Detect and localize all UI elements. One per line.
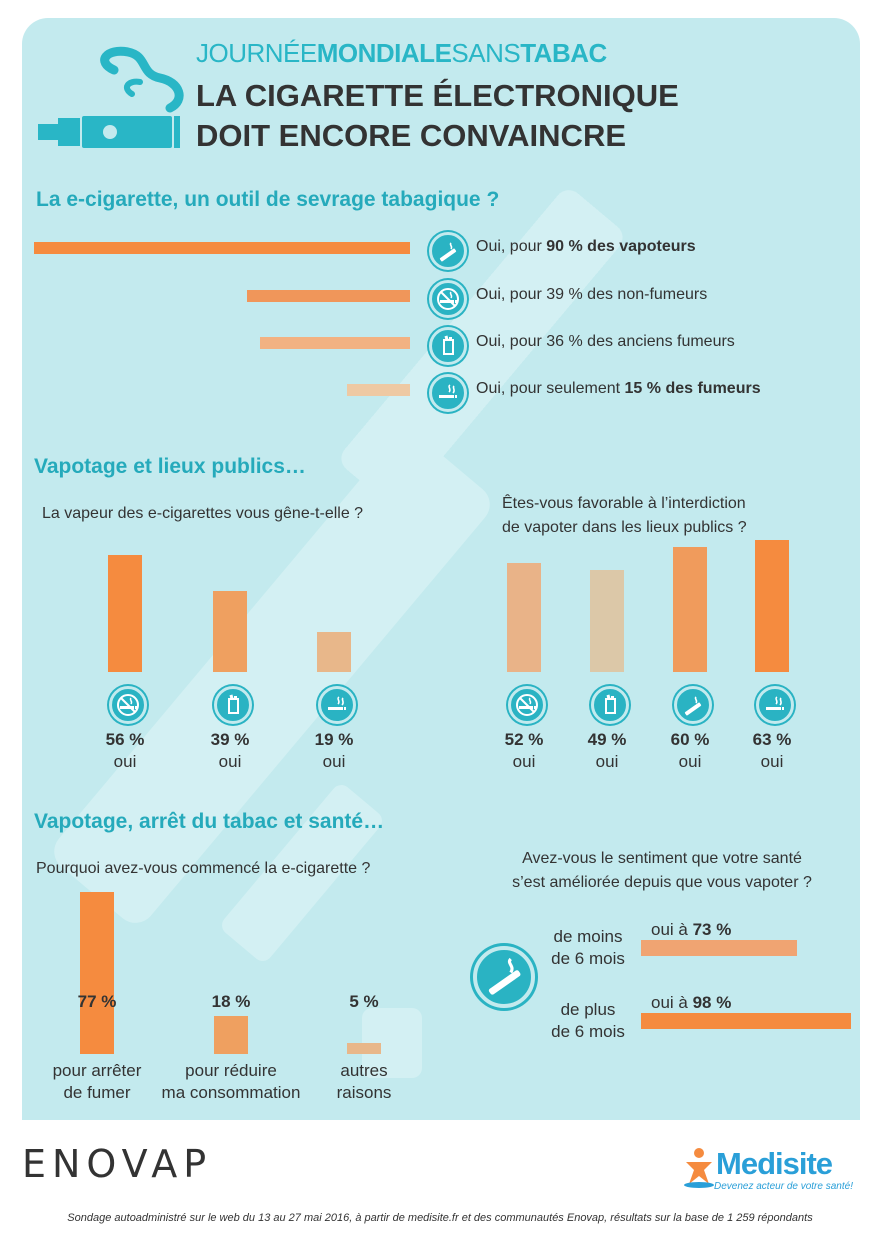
health-period-label: de moins de 6 mois [551, 927, 625, 968]
sevrage-bar [259, 337, 410, 349]
reason-percent: 18 % [211, 992, 251, 1011]
interdiction-bar [755, 540, 789, 672]
interdiction-bar [507, 563, 541, 672]
sevrage-bar [347, 384, 410, 396]
gene-bar [317, 632, 351, 672]
health-value: oui à 98 % [651, 993, 732, 1012]
gene-percent: 39 % [210, 730, 250, 749]
reason-percent: 77 % [77, 992, 117, 1011]
gene-bar [213, 590, 247, 672]
health-bar [641, 940, 798, 956]
reason-caption: pour arrêter de fumer [52, 1061, 142, 1102]
no-smoking-icon [429, 280, 467, 318]
e-cigarette-logo-icon [38, 46, 184, 148]
reason-percent: 5 % [349, 992, 379, 1011]
sevrage-label: Oui, pour 39 % des non-fumeurs [476, 286, 708, 303]
reason-caption: pour réduire ma consommation [161, 1061, 301, 1102]
reason-bar [214, 1016, 248, 1054]
enovap-logo: ENOVAP [22, 1142, 213, 1186]
section3-question-left: Pourquoi avez-vous commencé la e-cigaret… [36, 860, 371, 877]
health-value: oui à 73 % [651, 920, 732, 939]
section3-title: Vapotage, arrêt du tabac et santé… [34, 810, 385, 833]
interdiction-bar [673, 546, 707, 672]
section1-title: La e-cigarette, un outil de sevrage taba… [36, 188, 500, 211]
sevrage-label: Oui, pour 90 % des vapoteurs [476, 238, 696, 255]
no-smoking-icon [508, 686, 546, 724]
smoking-icon [756, 686, 794, 724]
e-cigarette-icon [473, 946, 535, 1008]
reason-bar [80, 892, 114, 1054]
interdiction-oui: oui [512, 752, 536, 771]
section2-title: Vapotage et lieux publics… [34, 455, 306, 478]
sevrage-bar [247, 290, 410, 302]
reason-bar [347, 1043, 381, 1054]
gene-oui: oui [113, 752, 137, 771]
section2-question-right: Êtes-vous favorable à l’interdiction de v… [502, 495, 747, 536]
sevrage-label: Oui, pour seulement 15 % des fumeurs [476, 380, 761, 397]
e-cigarette-icon [429, 232, 467, 270]
smoking-icon [318, 686, 356, 724]
section3-question-right: Avez-vous le sentiment que votre santé s’… [512, 850, 812, 891]
interdiction-percent: 49 % [587, 730, 627, 749]
cigarette-pack-icon [429, 327, 467, 365]
interdiction-oui: oui [678, 752, 702, 771]
interdiction-bar [590, 569, 624, 672]
health-period-label: de plus de 6 mois [551, 1000, 625, 1041]
gene-bar [108, 555, 142, 672]
title-line-1: JOURNÉEMONDIALESANSTABAC [196, 38, 607, 68]
medisite-logo-icon [684, 1148, 714, 1188]
gene-percent: 19 % [314, 730, 354, 749]
medisite-tagline: Devenez acteur de votre santé! [714, 1181, 853, 1192]
interdiction-oui: oui [760, 752, 784, 771]
sevrage-bar [34, 242, 410, 254]
gene-oui: oui [322, 752, 346, 771]
smoking-icon [429, 374, 467, 412]
sevrage-label: Oui, pour 36 % des anciens fumeurs [476, 333, 735, 350]
source-note: Sondage autoadministré sur le web du 13 … [67, 1212, 813, 1224]
gene-oui: oui [218, 752, 242, 771]
medisite-logo: Medisite [716, 1146, 833, 1181]
e-cigarette-icon [674, 686, 712, 724]
health-bar [641, 1013, 851, 1029]
no-smoking-icon [109, 686, 147, 724]
interdiction-oui: oui [595, 752, 619, 771]
e-cigarette-watermark [54, 190, 623, 1078]
cigarette-pack-icon [214, 686, 252, 724]
section2-question-left: La vapeur des e-cigarettes vous gêne-t-e… [42, 505, 364, 522]
page-title: LA CIGARETTE ÉLECTRONIQUE DOIT ENCORE CON… [196, 78, 679, 153]
interdiction-percent: 63 % [752, 730, 792, 749]
interdiction-percent: 60 % [670, 730, 710, 749]
interdiction-percent: 52 % [504, 730, 544, 749]
infographic-panel [22, 18, 860, 1120]
cigarette-pack-icon [591, 686, 629, 724]
reason-caption: autres raisons [336, 1061, 392, 1102]
gene-percent: 56 % [105, 730, 145, 749]
